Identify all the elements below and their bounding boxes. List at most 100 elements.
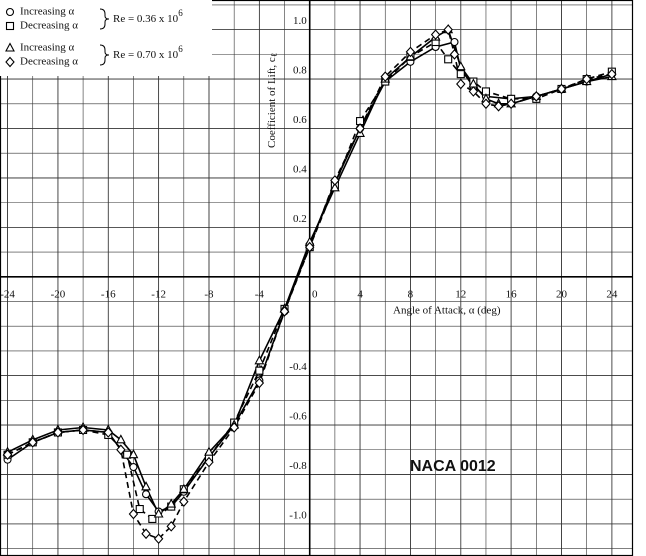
marker xyxy=(443,24,453,35)
marker xyxy=(506,98,516,110)
marker xyxy=(178,483,189,493)
y-tick-label: 0.4 xyxy=(293,163,307,175)
x-tick-label: -24 xyxy=(0,288,15,300)
marker xyxy=(135,504,144,514)
marker xyxy=(204,456,214,468)
marker xyxy=(493,100,504,112)
legend-brace xyxy=(99,44,110,66)
y-tick-label: -0.8 xyxy=(289,460,307,472)
marker xyxy=(5,42,15,52)
legend-box xyxy=(0,0,212,76)
marker xyxy=(204,446,214,456)
annotation: NACA 0012 xyxy=(410,458,496,475)
marker xyxy=(2,449,13,461)
marker xyxy=(279,306,290,317)
marker xyxy=(481,98,491,110)
marker xyxy=(179,496,189,507)
marker xyxy=(330,175,340,186)
marker xyxy=(380,71,390,82)
marker xyxy=(355,123,365,134)
marker xyxy=(456,70,465,79)
marker xyxy=(255,366,264,375)
plot xyxy=(2,23,617,545)
marker xyxy=(468,86,479,97)
x-tick-label: -16 xyxy=(101,288,116,300)
legend-group-label: Re = 0.36 x 106 xyxy=(113,8,183,24)
marker xyxy=(254,377,265,389)
legend: Increasing α Decreasing α Increasing α Decr… xyxy=(5,6,183,68)
marker xyxy=(166,521,176,532)
marker xyxy=(148,514,157,523)
marker xyxy=(254,355,265,365)
marker xyxy=(556,83,567,95)
marker xyxy=(115,434,126,444)
marker xyxy=(607,68,617,80)
x-tick-label: 20 xyxy=(556,288,568,300)
marker xyxy=(581,73,592,85)
y-tick-label: -0.4 xyxy=(289,361,307,373)
x-tick-label: 8 xyxy=(408,288,414,300)
legend-label: Increasing α xyxy=(20,6,75,18)
y-tick-label: 1.0 xyxy=(293,15,307,27)
marker xyxy=(5,21,15,31)
x-axis-label: Angle of Attack, α (deg) xyxy=(393,305,501,317)
y-axis-label-text: Coefficient of Lift, c xyxy=(266,57,278,148)
x-tick-label: 16 xyxy=(506,288,518,300)
marker xyxy=(153,508,164,518)
legend-label: Decreasing α xyxy=(20,56,78,68)
labels: Angle of Attack, α (deg) Coefficient of … xyxy=(0,15,618,521)
marker xyxy=(129,462,138,472)
legend-group-label: Re = 0.70 x 106 xyxy=(113,44,183,60)
re-exponent: 6 xyxy=(178,8,183,18)
y-axis-label: Coefficient of Lift, cℓ xyxy=(266,53,280,148)
marker xyxy=(78,424,88,436)
marker xyxy=(116,444,126,456)
x-tick-label: 12 xyxy=(455,288,466,300)
marker xyxy=(405,46,416,58)
marker xyxy=(53,427,63,438)
marker xyxy=(444,55,453,64)
marker xyxy=(329,182,340,192)
x-tick-label: 4 xyxy=(357,288,363,300)
x-tick-label: -12 xyxy=(151,288,166,300)
marker xyxy=(128,449,139,459)
y-tick-label: -1.0 xyxy=(289,509,307,521)
marker xyxy=(304,241,315,253)
x-tick-label: -20 xyxy=(51,288,66,300)
re-label: Re = 0.70 x 10 xyxy=(113,49,179,61)
marker xyxy=(166,498,177,508)
marker xyxy=(531,91,542,102)
marker xyxy=(455,61,466,71)
y-tick-label: 0.8 xyxy=(293,65,307,77)
re-exponent: 6 xyxy=(178,44,183,54)
x-tick-label: -4 xyxy=(255,288,265,300)
legend-label: Increasing α xyxy=(20,42,75,54)
marker xyxy=(5,56,15,68)
marker xyxy=(27,437,38,448)
y-tick-label: 0.2 xyxy=(293,213,307,225)
marker xyxy=(450,37,459,47)
marker xyxy=(141,490,151,499)
marker xyxy=(5,7,15,17)
legend-brace xyxy=(99,8,110,30)
re-label: Re = 0.36 x 10 xyxy=(113,13,179,25)
marker xyxy=(229,422,239,433)
y-tick-label: -0.6 xyxy=(289,411,307,423)
x-tick-label: 24 xyxy=(606,288,618,300)
x-tick-label: -8 xyxy=(204,288,214,300)
y-tick-label: 0.6 xyxy=(293,114,307,126)
marker xyxy=(456,78,466,90)
marker xyxy=(103,427,114,438)
x-tick-label: 0 xyxy=(312,288,318,300)
marker xyxy=(449,49,460,60)
marker xyxy=(128,508,139,520)
y-axis-label-sub: ℓ xyxy=(269,53,279,57)
marker xyxy=(141,481,151,491)
marker xyxy=(141,528,151,540)
legend-label: Decreasing α xyxy=(20,20,78,32)
marker xyxy=(153,533,164,545)
marker xyxy=(430,29,441,40)
